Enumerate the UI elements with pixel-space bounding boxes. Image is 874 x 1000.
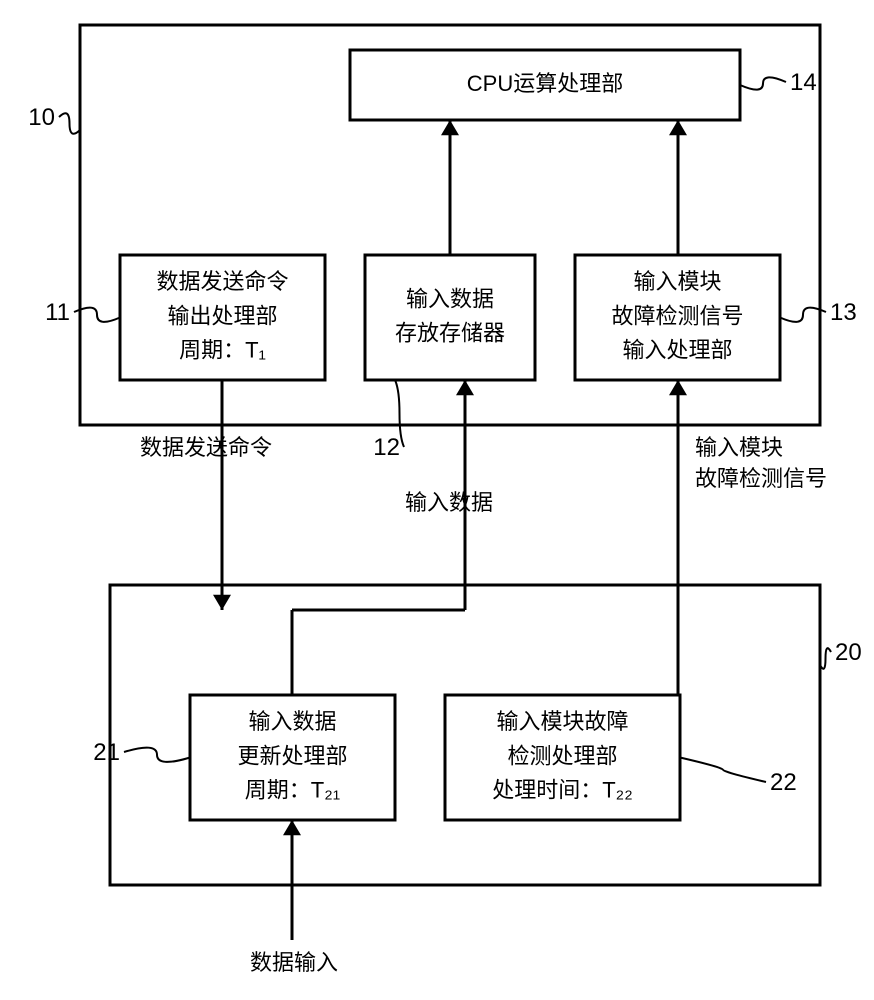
block-b12-line-0: 输入数据: [406, 286, 494, 311]
block-b11-line-0: 数据发送命令: [156, 269, 288, 294]
block-b21-line-0: 输入数据: [248, 709, 336, 734]
label-cmd-line-0: 数据发送命令: [140, 435, 272, 460]
ref-22: 22: [770, 769, 797, 796]
ref-14: 14: [790, 69, 817, 96]
label-fault-line-0: 输入模块: [695, 435, 783, 460]
ref-13: 13: [830, 299, 857, 326]
block-b22-line-0: 输入模块故障: [496, 709, 628, 734]
block-b11-line-2: 周期：T₁: [179, 337, 266, 362]
ref-12: 12: [373, 434, 400, 461]
block-b21-line-1: 更新处理部: [237, 743, 347, 768]
block-b12-line-1: 存放存储器: [395, 320, 505, 345]
block-b13-line-2: 输入处理部: [622, 337, 732, 362]
block-b13-line-1: 故障检测信号: [611, 303, 743, 328]
flowchart-diagram: CPU运算处理部数据发送命令输出处理部周期：T₁输入数据存放存储器输入模块故障检…: [0, 0, 874, 1000]
ref-21: 21: [93, 739, 120, 766]
label-fault-line-1: 故障检测信号: [695, 466, 827, 491]
block-b12: [365, 255, 535, 380]
ref-11: 11: [45, 299, 70, 326]
block-b22-line-2: 处理时间：T₂₂: [492, 777, 633, 802]
block-cpu-line-0: CPU运算处理部: [467, 71, 623, 96]
label-input-line-0: 输入数据: [405, 490, 493, 515]
block-b22-line-1: 检测处理部: [507, 743, 617, 768]
block-b11-line-1: 输出处理部: [167, 303, 277, 328]
label-data_in-line-0: 数据输入: [250, 950, 338, 975]
ref-20: 20: [835, 639, 862, 666]
ref-10: 10: [28, 104, 55, 131]
block-b13-line-0: 输入模块: [633, 269, 721, 294]
block-b21-line-2: 周期：T₂₁: [245, 777, 340, 802]
